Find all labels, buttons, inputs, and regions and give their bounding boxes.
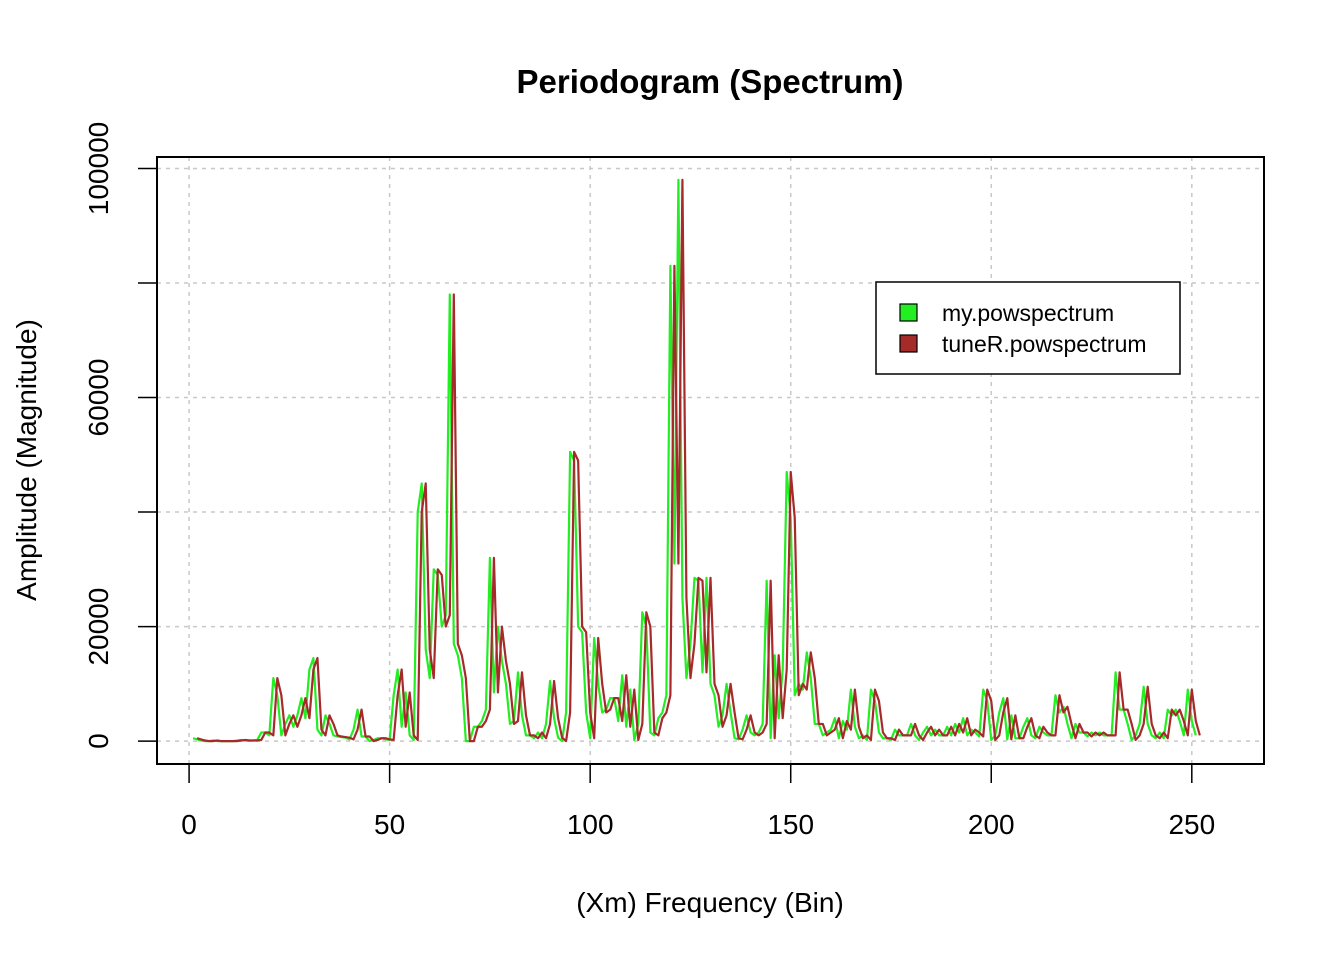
legend-swatch-tuner-powspectrum <box>899 334 918 353</box>
x-tick-label: 50 <box>374 809 405 840</box>
x-tick-label: 100 <box>567 809 614 840</box>
chart-title: Periodogram (Spectrum) <box>517 63 904 100</box>
grid-lines <box>157 157 1264 764</box>
series-line-tuner-powspectrum <box>196 178 1201 743</box>
x-axis-label: (Xm) Frequency (Bin) <box>576 887 844 918</box>
x-tick-label: 150 <box>767 809 814 840</box>
y-axis-label: Amplitude (Magnitude) <box>11 319 42 601</box>
x-tick-label: 0 <box>181 809 197 840</box>
y-tick-label: 100000 <box>83 122 114 215</box>
x-axis: 0 50 100 150 200 250 <box>181 763 1215 840</box>
y-tick-label: 60000 <box>83 359 114 437</box>
legend: my.powspectrum tuneR.powspectrum <box>875 281 1181 375</box>
y-tick-label: 0 <box>83 733 114 749</box>
legend-swatch-my-powspectrum <box>899 303 918 322</box>
legend-box <box>875 281 1181 375</box>
legend-label-my-powspectrum: my.powspectrum <box>942 300 1114 326</box>
y-tick-label: 20000 <box>83 588 114 666</box>
y-axis: 0 20000 60000 100000 <box>83 122 158 749</box>
x-tick-label: 250 <box>1168 809 1215 840</box>
x-tick-label: 200 <box>968 809 1015 840</box>
legend-label-tuner-powspectrum: tuneR.powspectrum <box>942 331 1147 357</box>
series-lines <box>192 178 1201 743</box>
